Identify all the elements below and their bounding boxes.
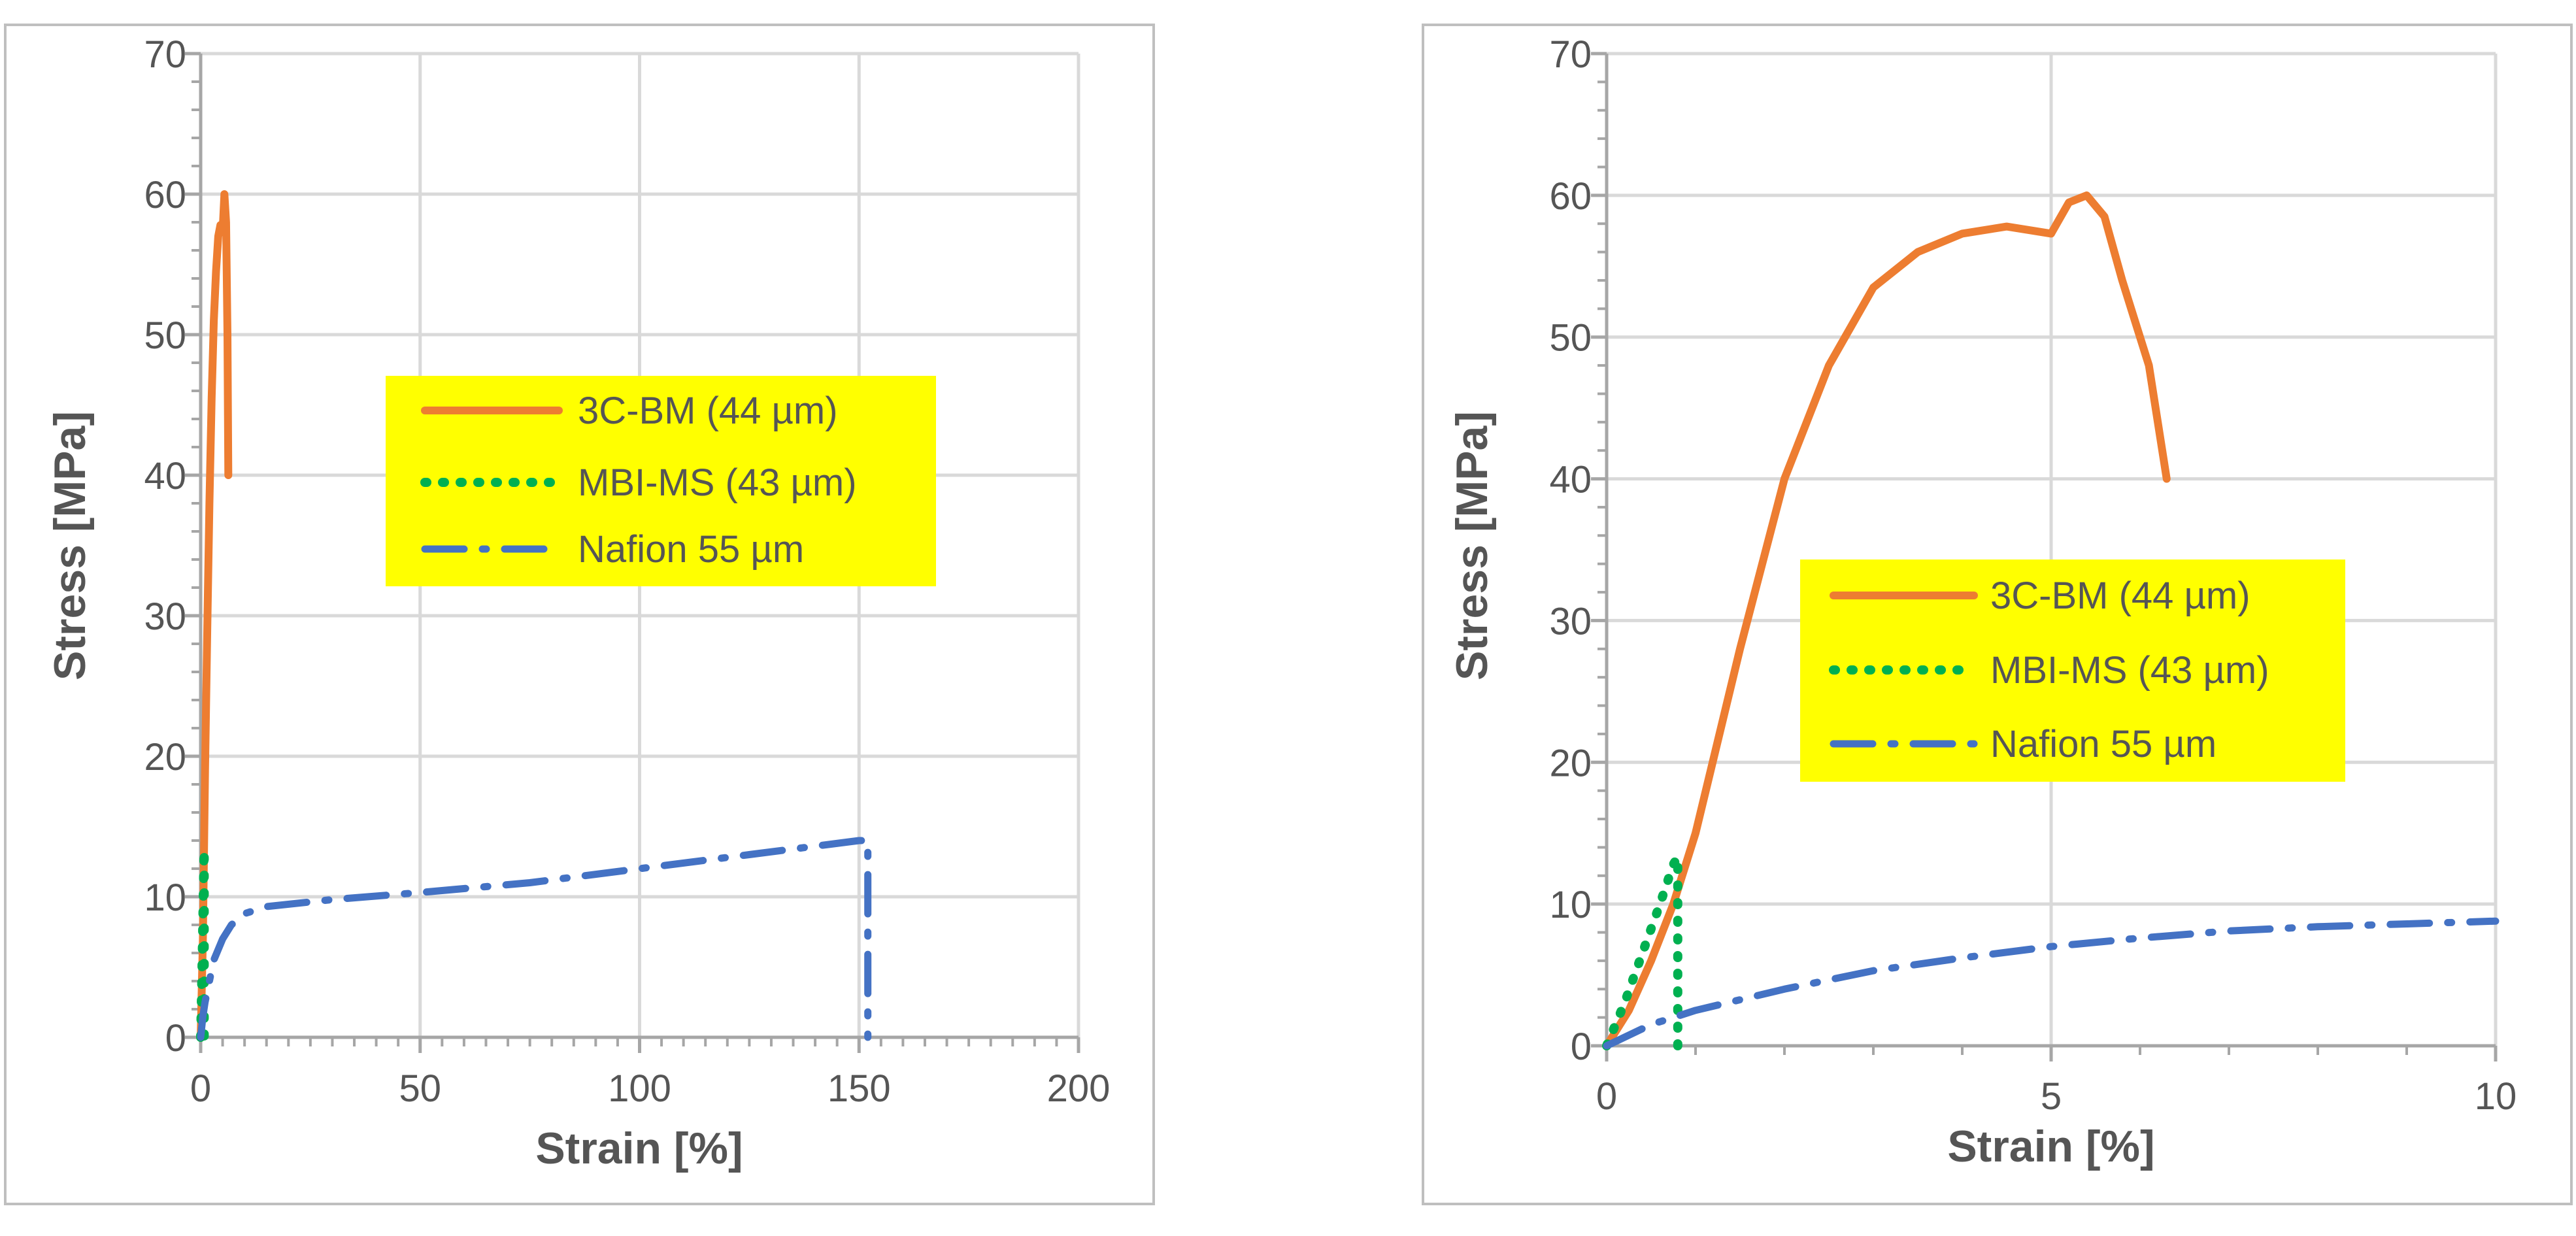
y-tick-label: 70	[144, 33, 186, 76]
y-tick-label: 40	[144, 455, 186, 497]
x-tick-label: 200	[1047, 1067, 1111, 1110]
x-tick-label: 0	[190, 1067, 211, 1110]
y-tick-label: 30	[1549, 600, 1592, 643]
y-tick-label: 40	[1549, 459, 1592, 501]
legend-label: Nafion 55 µm	[578, 528, 804, 571]
x-axis-title: Strain [%]	[535, 1124, 743, 1173]
legend-label: MBI-MS (43 µm)	[1990, 649, 2269, 692]
legend-label: 3C-BM (44 µm)	[578, 390, 838, 432]
series-line-3c-bm	[197, 190, 233, 1041]
x-tick-label: 150	[828, 1067, 891, 1110]
series-line-nafion	[1603, 917, 2500, 1050]
y-tick-label: 10	[1549, 884, 1592, 926]
chart-panel-right: 0 5 10 0 10 20 30 40 50 60 70 Strain [%] Stress [MPa…	[1422, 24, 2573, 1205]
y-axis-title: Stress [MPa]	[45, 411, 95, 680]
series-line-mbi-ms	[196, 846, 209, 1042]
y-tick-label: 30	[144, 595, 186, 638]
y-tick-label: 0	[165, 1017, 186, 1060]
x-axis-title: Strain [%]	[1947, 1122, 2154, 1171]
chart-panel-left: 0 50 100 150 200 0 10 20 30 40 50 60 70 Strain [%] Str…	[4, 24, 1155, 1205]
x-tick-label: 0	[1596, 1075, 1617, 1118]
legend-label: Nafion 55 µm	[1990, 723, 2216, 765]
series-line-nafion	[197, 837, 872, 1041]
y-tick-label: 0	[1571, 1026, 1592, 1068]
y-tick-label: 60	[1549, 175, 1592, 218]
y-tick-label: 10	[144, 877, 186, 919]
x-tick-label: 10	[2475, 1075, 2517, 1118]
y-tick-label: 50	[1549, 317, 1592, 359]
y-tick-label: 70	[1549, 33, 1592, 76]
y-tick-label: 60	[144, 174, 186, 216]
y-axis-title: Stress [MPa]	[1447, 411, 1497, 680]
x-tick-label: 5	[2041, 1075, 2062, 1118]
legend-label: 3C-BM (44 µm)	[1990, 575, 2250, 617]
x-tick-label: 100	[608, 1067, 671, 1110]
y-tick-label: 20	[144, 736, 186, 778]
y-tick-label: 50	[144, 314, 186, 357]
y-tick-label: 20	[1549, 742, 1592, 784]
legend-label: MBI-MS (43 µm)	[578, 461, 857, 504]
x-tick-label: 50	[399, 1067, 441, 1110]
